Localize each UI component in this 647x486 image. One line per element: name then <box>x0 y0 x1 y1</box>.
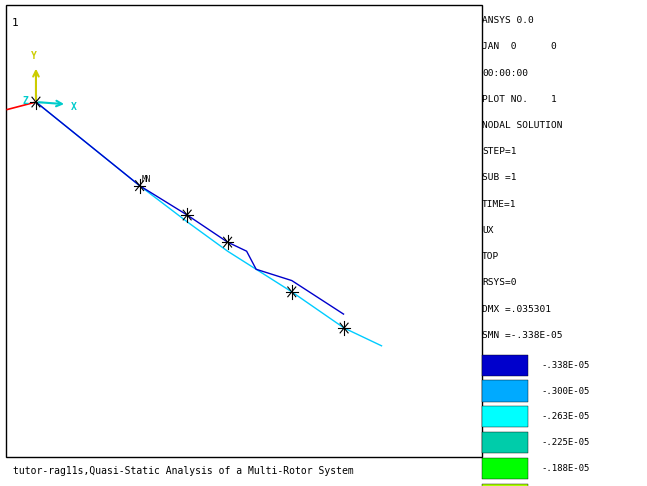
Text: Z: Z <box>23 96 28 106</box>
Text: STEP=1: STEP=1 <box>482 147 516 156</box>
Text: SMN =-.338E-05: SMN =-.338E-05 <box>482 331 562 340</box>
Text: PLOT NO.    1: PLOT NO. 1 <box>482 95 557 104</box>
Text: tutor-rag11s,Quasi-Static Analysis of a Multi-Rotor System: tutor-rag11s,Quasi-Static Analysis of a … <box>13 466 354 476</box>
Text: TOP: TOP <box>482 252 499 261</box>
Text: -.225E-05: -.225E-05 <box>542 438 590 447</box>
Text: TIME=1: TIME=1 <box>482 200 516 208</box>
Text: -.300E-05: -.300E-05 <box>542 386 590 396</box>
Text: NODAL SOLUTION: NODAL SOLUTION <box>482 121 562 130</box>
Text: 00:00:00: 00:00:00 <box>482 69 528 78</box>
Text: -.338E-05: -.338E-05 <box>542 361 590 370</box>
Text: Y: Y <box>31 51 37 61</box>
Text: ANSYS 0.0: ANSYS 0.0 <box>482 16 534 25</box>
Bar <box>482 381 528 401</box>
Text: SUB =1: SUB =1 <box>482 174 516 182</box>
Text: MN: MN <box>142 175 151 185</box>
Bar <box>482 432 528 453</box>
Text: -.188E-05: -.188E-05 <box>542 464 590 473</box>
Text: DMX =.035301: DMX =.035301 <box>482 305 551 313</box>
Text: JAN  0      0: JAN 0 0 <box>482 42 557 52</box>
Bar <box>482 458 528 479</box>
Text: RSYS=0: RSYS=0 <box>482 278 516 287</box>
Bar <box>482 484 528 486</box>
Text: X: X <box>71 102 76 112</box>
Text: 1: 1 <box>11 18 18 28</box>
Text: UX: UX <box>482 226 494 235</box>
Bar <box>482 406 528 427</box>
Text: -.263E-05: -.263E-05 <box>542 412 590 421</box>
Bar <box>482 355 528 376</box>
